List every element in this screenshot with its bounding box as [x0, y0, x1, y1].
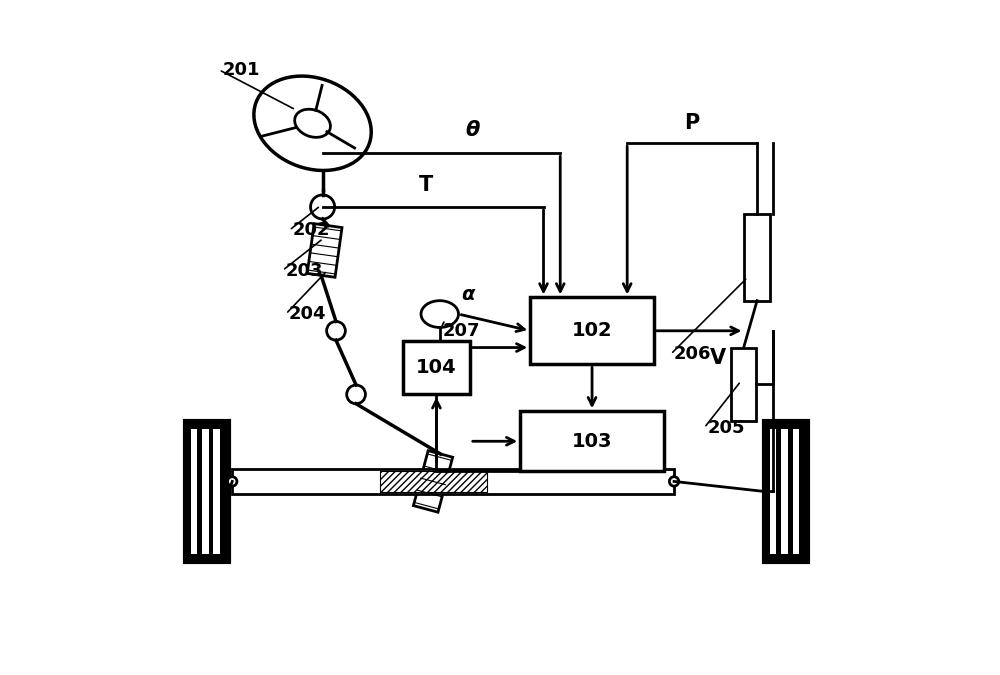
Bar [744, 214, 770, 300]
Ellipse shape [327, 321, 345, 340]
Bar [307, 223, 342, 277]
Text: 207: 207 [443, 322, 481, 340]
Bar [403, 341, 470, 394]
Bar [530, 297, 654, 364]
Bar [731, 348, 756, 421]
Text: 205: 205 [708, 419, 745, 437]
Ellipse shape [347, 385, 365, 404]
Text: $\boldsymbol{\alpha}$: $\boldsymbol{\alpha}$ [461, 285, 476, 304]
Text: 203: 203 [286, 261, 323, 279]
Ellipse shape [669, 477, 679, 486]
Ellipse shape [228, 477, 237, 486]
Text: 206: 206 [674, 345, 712, 363]
Bar [781, 429, 788, 554]
Bar [770, 429, 776, 554]
Text: 204: 204 [289, 305, 327, 323]
Text: $\boldsymbol{\theta}$: $\boldsymbol{\theta}$ [465, 120, 481, 140]
Text: 201: 201 [222, 61, 260, 79]
Bar [213, 429, 220, 554]
Ellipse shape [421, 300, 458, 327]
Bar [793, 429, 799, 554]
Text: 104: 104 [416, 358, 457, 377]
Bar [185, 421, 229, 562]
Bar [232, 468, 674, 494]
Text: 202: 202 [292, 221, 330, 240]
Text: 102: 102 [572, 321, 612, 340]
Bar [520, 411, 664, 471]
Text: $\mathbf{P}$: $\mathbf{P}$ [684, 113, 700, 134]
Bar [191, 429, 197, 554]
Text: $\mathbf{V}$: $\mathbf{V}$ [709, 348, 727, 368]
Bar [202, 429, 209, 554]
Bar [413, 451, 453, 512]
Text: 103: 103 [572, 432, 612, 451]
Ellipse shape [311, 195, 335, 219]
Bar [380, 470, 487, 492]
Bar [764, 421, 808, 562]
Text: $\mathbf{T}$: $\mathbf{T}$ [418, 175, 434, 195]
